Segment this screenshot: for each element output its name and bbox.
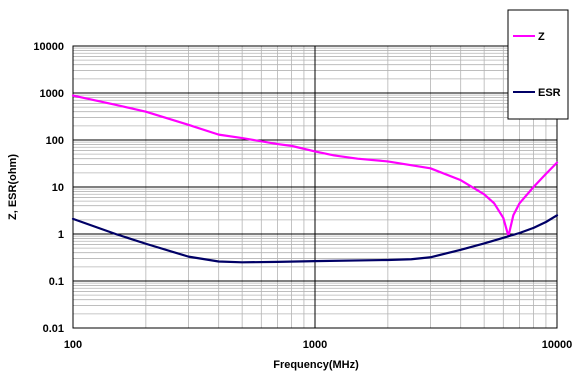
series-line-z (71, 94, 559, 238)
legend-box (507, 9, 569, 120)
y-tick-label: 10 (52, 182, 64, 194)
major-grid (73, 46, 557, 328)
y-tick-label: 1 (58, 229, 64, 241)
x-tick-label: 100 (64, 339, 82, 351)
y-tick-label: 10000 (33, 41, 64, 53)
y-tick-label: 100 (46, 135, 64, 147)
x-axis-ticks: 100 1000 10000 (64, 339, 572, 351)
x-tick-label: 10000 (542, 339, 573, 351)
legend-label-esr: ESR (538, 87, 561, 99)
x-tick-label: 1000 (303, 339, 327, 351)
series-layer (71, 94, 559, 264)
y-tick-label: 0.01 (43, 323, 64, 335)
series-line-esr (71, 214, 559, 264)
x-axis-title: Frequency(MHz) (273, 359, 359, 371)
y-tick-label: 0.1 (49, 276, 64, 288)
legend-label-z: Z (538, 31, 545, 43)
plot-area-border (72, 45, 558, 329)
y-axis-title: Z, ESR(ohm) (7, 154, 19, 220)
y-axis-ticks: 0.01 0.1 1 10 100 1000 10000 (33, 41, 64, 335)
legend: Z ESR (507, 9, 569, 120)
y-tick-label: 1000 (40, 88, 64, 100)
